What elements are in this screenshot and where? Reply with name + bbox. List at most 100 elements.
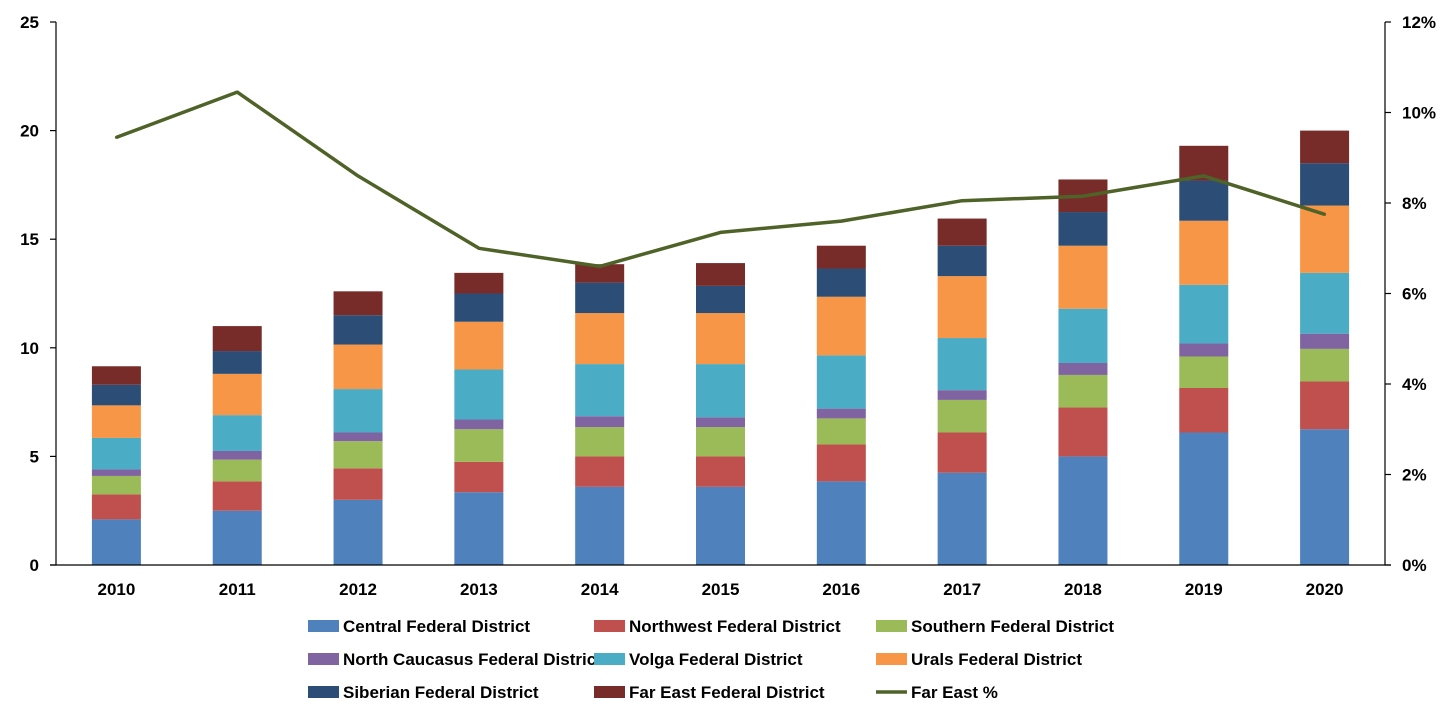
legend-label: Northwest Federal District xyxy=(629,617,841,636)
legend-swatch xyxy=(594,620,625,632)
bar-7-2012 xyxy=(333,291,383,316)
bar-4-2012 xyxy=(333,389,383,433)
legend-label: Urals Federal District xyxy=(911,650,1082,669)
bar-5-2014 xyxy=(575,313,625,365)
line-point-2020 xyxy=(1323,212,1327,216)
bar-2-2017 xyxy=(937,399,987,433)
bar-7-2014 xyxy=(575,264,625,283)
bars-layer xyxy=(91,130,1350,565)
bar-2-2011 xyxy=(212,459,262,482)
legend-swatch xyxy=(308,653,339,665)
bar-5-2013 xyxy=(454,321,504,370)
bar-7-2013 xyxy=(454,272,504,294)
line-point-2017 xyxy=(960,199,964,203)
line-point-2012 xyxy=(356,174,360,178)
bar-5-2015 xyxy=(696,313,745,365)
legend-label: Far East % xyxy=(911,683,998,702)
legend-swatch xyxy=(594,686,625,698)
legend-label: Central Federal District xyxy=(343,617,530,636)
bar-5-2012 xyxy=(333,344,383,390)
bar-2-2015 xyxy=(696,427,745,457)
legend-swatch xyxy=(876,620,907,632)
bar-1-2010 xyxy=(91,494,141,520)
bar-6-2010 xyxy=(91,384,141,406)
bar-3-2017 xyxy=(937,390,987,400)
bar-0-2011 xyxy=(212,510,262,565)
bar-1-2015 xyxy=(696,456,745,487)
bar-7-2011 xyxy=(212,326,262,352)
x-tick-label: 2014 xyxy=(581,580,619,599)
y2-tick-label: 4% xyxy=(1402,375,1427,394)
bar-4-2011 xyxy=(212,415,262,451)
bar-4-2019 xyxy=(1179,284,1229,344)
bar-0-2019 xyxy=(1179,432,1229,565)
y-tick-label: 20 xyxy=(20,122,39,141)
bar-6-2019 xyxy=(1179,180,1229,221)
bar-4-2018 xyxy=(1058,308,1108,364)
bar-7-2017 xyxy=(937,218,987,246)
line-point-2019 xyxy=(1202,174,1206,178)
bar-3-2015 xyxy=(696,417,745,428)
bar-2-2010 xyxy=(91,475,141,495)
bar-1-2018 xyxy=(1058,407,1108,457)
bar-2-2018 xyxy=(1058,374,1108,408)
bar-1-2020 xyxy=(1300,381,1350,430)
y-tick-label: 5 xyxy=(30,447,39,466)
line-point-2010 xyxy=(114,135,118,139)
legend-swatch xyxy=(308,620,339,632)
bar-5-2018 xyxy=(1058,245,1108,309)
bar-0-2013 xyxy=(454,492,504,565)
bar-4-2014 xyxy=(575,364,625,417)
bar-5-2019 xyxy=(1179,220,1229,285)
line-point-2011 xyxy=(235,90,239,94)
bar-2-2020 xyxy=(1300,348,1350,382)
x-tick-label: 2012 xyxy=(339,580,377,599)
bar-6-2017 xyxy=(937,245,987,277)
y-tick-label: 15 xyxy=(20,230,39,249)
bar-6-2013 xyxy=(454,293,504,322)
bar-2-2019 xyxy=(1179,356,1229,388)
legend-label: Southern Federal District xyxy=(911,617,1114,636)
bar-1-2019 xyxy=(1179,387,1229,433)
bar-4-2013 xyxy=(454,369,504,420)
bar-2-2016 xyxy=(816,418,866,445)
line-series-0 xyxy=(115,90,1326,269)
bar-6-2018 xyxy=(1058,212,1108,246)
y-tick-label: 0 xyxy=(30,556,39,575)
bar-1-2013 xyxy=(454,461,504,493)
bar-0-2018 xyxy=(1058,456,1108,565)
bar-4-2020 xyxy=(1300,272,1350,334)
bar-0-2015 xyxy=(696,486,745,565)
bar-6-2014 xyxy=(575,282,625,314)
line-point-2013 xyxy=(477,246,481,250)
bar-3-2010 xyxy=(91,469,141,476)
bar-4-2017 xyxy=(937,338,987,391)
bar-3-2014 xyxy=(575,416,625,428)
y2-tick-label: 2% xyxy=(1402,466,1427,485)
bar-4-2015 xyxy=(696,364,745,418)
bar-5-2016 xyxy=(816,296,866,356)
bar-0-2010 xyxy=(91,519,141,565)
bar-3-2018 xyxy=(1058,363,1108,375)
bar-7-2016 xyxy=(816,245,866,269)
line-layer xyxy=(114,90,1327,269)
bar-5-2017 xyxy=(937,276,987,339)
bar-5-2020 xyxy=(1300,205,1350,273)
y2-tick-label: 12% xyxy=(1402,13,1436,32)
legend-swatch xyxy=(308,686,339,698)
bar-0-2012 xyxy=(333,499,383,565)
y2-tick-label: 6% xyxy=(1402,285,1427,304)
bar-4-2016 xyxy=(816,355,866,409)
bar-1-2012 xyxy=(333,468,383,500)
x-tick-label: 2020 xyxy=(1306,580,1344,599)
bar-6-2020 xyxy=(1300,163,1350,206)
y2-tick-label: 8% xyxy=(1402,194,1427,213)
x-tick-label: 2011 xyxy=(219,580,256,599)
bar-1-2014 xyxy=(575,456,625,487)
bar-0-2014 xyxy=(575,486,625,565)
x-tick-label: 2019 xyxy=(1185,580,1223,599)
bar-6-2015 xyxy=(696,285,745,314)
bar-3-2013 xyxy=(454,419,504,430)
bar-7-2010 xyxy=(91,366,141,385)
